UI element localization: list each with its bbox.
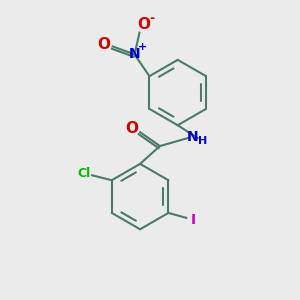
Text: Cl: Cl xyxy=(77,167,91,180)
Text: I: I xyxy=(190,213,196,227)
Text: N: N xyxy=(129,47,140,61)
Text: O: O xyxy=(137,17,150,32)
Text: O: O xyxy=(126,121,139,136)
Text: -: - xyxy=(150,12,155,25)
Text: N: N xyxy=(187,130,198,144)
Text: O: O xyxy=(98,37,110,52)
Text: +: + xyxy=(138,43,147,52)
Text: H: H xyxy=(198,136,207,146)
